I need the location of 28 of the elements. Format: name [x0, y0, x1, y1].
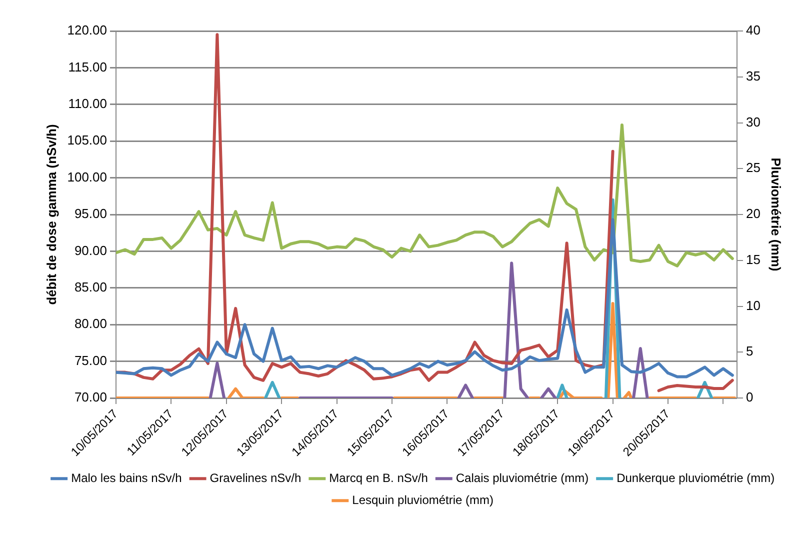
y2-axis-title: Pluviométrie (mm)	[768, 158, 784, 272]
y-tick-label: 120.00	[67, 22, 107, 38]
y-tick-label: 75.00	[74, 352, 107, 368]
legend-label: Calais pluviométrie (mm)	[456, 470, 589, 485]
y-tick-label: 100.00	[67, 169, 107, 184]
legend-label: Gravelines nSv/h	[210, 470, 302, 485]
y-tick-label: 105.00	[67, 132, 107, 148]
legend-label: Lesquin pluviométrie (mm)	[352, 492, 494, 507]
y-tick-label: 110.00	[68, 96, 107, 111]
legend-label: Dunkerque pluviométrie (mm)	[616, 470, 775, 485]
y2-tick-label: 10	[746, 298, 760, 313]
y2-tick-label: 25	[746, 160, 760, 176]
y2-tick-label: 35	[746, 68, 760, 84]
y-tick-label: 70.00	[74, 390, 107, 405]
legend-label: Malo les bains nSv/h	[71, 470, 182, 485]
y2-tick-label: 0	[746, 390, 754, 405]
y2-tick-label: 40	[746, 22, 760, 38]
y-tick-label: 80.00	[74, 316, 107, 332]
y2-tick-label: 15	[746, 252, 760, 267]
y2-tick-label: 5	[746, 344, 754, 359]
y-tick-label: 85.00	[74, 279, 107, 294]
legend-label: Marcq en B. nSv/h	[329, 470, 428, 485]
y-tick-label: 95.00	[74, 206, 107, 222]
y-tick-label: 115.00	[68, 59, 107, 74]
y-tick-label: 90.00	[74, 242, 107, 258]
y-axis-title: débit de dose gamma (nSv/h)	[44, 124, 60, 305]
y2-tick-label: 20	[746, 206, 760, 222]
y2-tick-label: 30	[746, 114, 760, 130]
